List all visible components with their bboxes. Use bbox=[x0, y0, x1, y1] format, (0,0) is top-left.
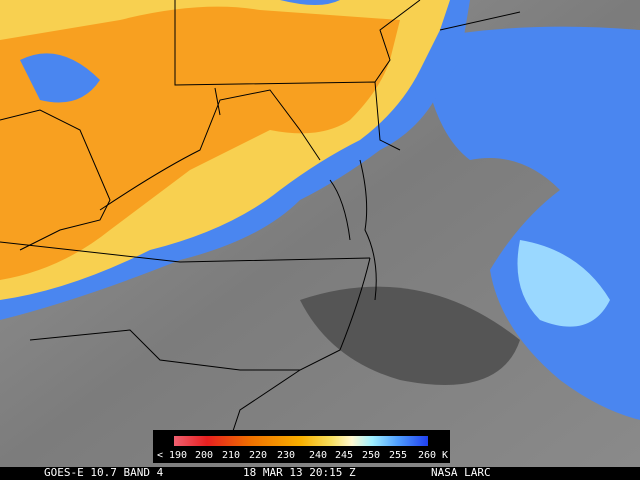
colorbar-label: 240 bbox=[309, 450, 327, 461]
colorbar-label: < 190 bbox=[157, 450, 187, 461]
caption-bar bbox=[0, 467, 640, 480]
borders bbox=[0, 0, 520, 440]
colorbar-label: 250 bbox=[362, 450, 380, 461]
caption-satellite: GOES-E 10.7 BAND 4 bbox=[44, 466, 164, 479]
colorbar-label: 210 bbox=[222, 450, 240, 461]
colorbar-label: 245 bbox=[335, 450, 353, 461]
warm-cloud bbox=[0, 6, 400, 281]
caption-source: NASA LARC bbox=[431, 466, 491, 479]
colorbar-box bbox=[153, 430, 450, 463]
colorbar-label: 200 bbox=[195, 450, 213, 461]
colorbar-label: 255 bbox=[389, 450, 407, 461]
colorbar-label: 220 bbox=[249, 450, 267, 461]
colorbar-label: 230 bbox=[277, 450, 295, 461]
dark-cloud bbox=[300, 286, 520, 385]
cold-cloud bbox=[517, 240, 610, 327]
colorbar-label: 260 K bbox=[418, 450, 448, 461]
cold-cloud bbox=[280, 0, 340, 5]
colorbar bbox=[174, 436, 428, 446]
caption-datetime: 18 MAR 13 20:15 Z bbox=[243, 466, 356, 479]
cold-cloud bbox=[20, 53, 100, 103]
